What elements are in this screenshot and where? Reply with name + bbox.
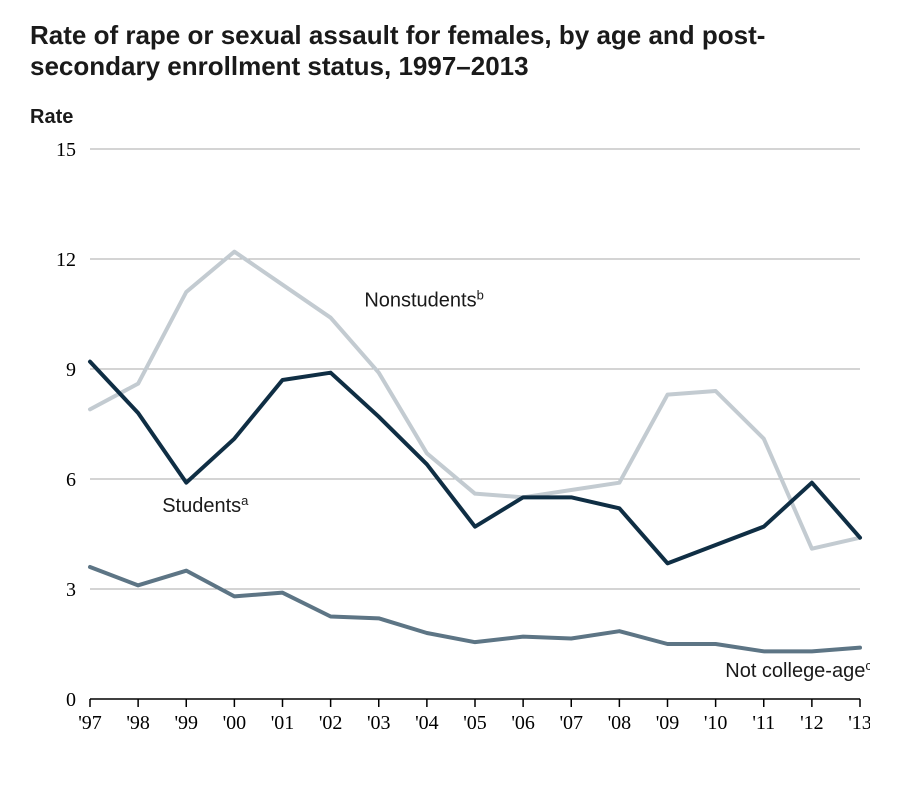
series-students: [90, 362, 860, 564]
x-tick-label: '01: [271, 712, 295, 734]
x-tick-label: '04: [415, 712, 439, 734]
x-tick-label: '00: [223, 712, 247, 734]
x-tick-label: '05: [463, 712, 487, 734]
chart-container: Rate of rape or sexual assault for femal…: [0, 0, 900, 806]
line-chart: 0 3 6 9 12 15 '97 '98 '99 '00 '01 '02 '03 '04 '05 '06 '0…: [30, 129, 870, 749]
y-axis-title: Rate: [30, 106, 870, 129]
x-tick-label: '07: [559, 712, 583, 734]
x-tick-label: '09: [656, 712, 680, 734]
series-label-students: Studentsa: [162, 493, 249, 517]
x-tick-label: '11: [752, 712, 775, 734]
chart-title: Rate of rape or sexual assault for femal…: [30, 20, 870, 82]
y-tick-label: 0: [66, 689, 76, 711]
x-tick-label: '12: [800, 712, 824, 734]
x-tick-label: '10: [704, 712, 728, 734]
y-tick-label: 15: [56, 139, 76, 161]
y-tick-label: 6: [66, 469, 76, 491]
series-not-college-age: [90, 567, 860, 651]
y-tick-label: 3: [66, 579, 76, 601]
x-tick-label: '02: [319, 712, 343, 734]
x-tick-label: '99: [174, 712, 198, 734]
x-tick-label: '03: [367, 712, 391, 734]
x-tick-label: '08: [608, 712, 632, 734]
series-label-nonstudents: Nonstudentsb: [364, 288, 484, 312]
x-tick-label: '13: [848, 712, 870, 734]
x-tick-label: '06: [511, 712, 535, 734]
y-tick-label: 12: [56, 249, 76, 271]
y-tick-label: 9: [66, 359, 76, 381]
series-label-not-college-age: Not college-agec: [725, 658, 870, 682]
x-tick-label: '98: [126, 712, 150, 734]
x-tick-label: '97: [78, 712, 102, 734]
